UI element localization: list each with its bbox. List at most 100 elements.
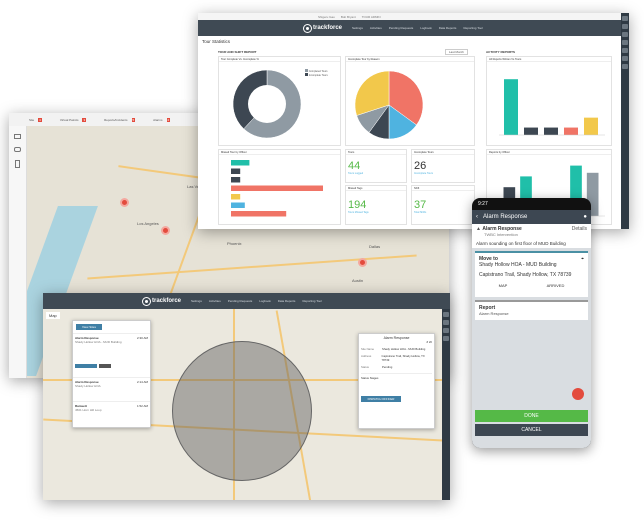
missed-tour-panel: Missed Tour by Officer: [218, 149, 341, 225]
bar: [586, 172, 599, 216]
dispatch-window: trackforce Settings Activities Pending Req…: [43, 293, 450, 500]
nav-logbook[interactable]: Logbook: [420, 26, 432, 30]
close-button[interactable]: [99, 364, 111, 368]
reports-bar-chart: [499, 79, 605, 136]
mic-icon[interactable]: ●: [583, 214, 587, 220]
trackforce-logo: trackforce: [143, 297, 181, 305]
dispatch-officer-button[interactable]: DISPATCH OFFICER: [361, 396, 401, 402]
nav-data-reports[interactable]: Data Reports: [438, 26, 457, 30]
tab-reports[interactable]: Reports/Incidents: [104, 117, 128, 122]
bar: [231, 185, 323, 191]
kpi-label[interactable]: Tours Logged: [348, 172, 364, 175]
legend-incomplete: Incomplete Tours: [305, 73, 328, 77]
dashboard-header: Shigeru Gao Bob Bryant TOUR ADMIN: [198, 13, 629, 20]
trackforce-logo: trackforce: [304, 24, 342, 32]
report-card[interactable]: Report Alarm Response: [475, 300, 588, 320]
donut-panel: Tour Complete Vs. Incomplete % Completed…: [218, 56, 341, 146]
nav-pending[interactable]: Pending Requests: [227, 299, 253, 303]
kpi-value: 194: [348, 199, 367, 211]
nav-reporting-tool[interactable]: Reporting Tool: [463, 26, 483, 30]
nav-settings[interactable]: Settings: [352, 26, 363, 30]
section-right-title: ACTIVITY REPORTS: [486, 50, 515, 54]
bar: [524, 127, 538, 135]
details-link[interactable]: Details: [571, 226, 587, 232]
alarm-marker[interactable]: [358, 258, 367, 267]
list-item[interactable]: Ramsett 1:52 AM 4501 Horn Hill Loop: [73, 401, 150, 414]
role-label: TOUR ADMIN: [361, 14, 381, 19]
kpi-value: 37: [414, 199, 427, 211]
nav-settings[interactable]: Settings: [191, 299, 202, 303]
map-sidebar: [9, 126, 27, 378]
nav-pending[interactable]: Pending Requests: [388, 26, 414, 30]
list-item[interactable]: Alarm Response 2:30 AM Shady Hollow HOA -…: [73, 333, 150, 377]
move-to-card: Move to ⌖ Shady Hollow HOA - MUD Building…: [475, 251, 588, 297]
kpi-label[interactable]: Tours Missed Tags: [348, 211, 369, 214]
page-title: Tour Statistics: [202, 39, 231, 44]
status-stages-title: Status Stages: [361, 373, 432, 380]
tours-panel: Tours 44 Tours Logged: [345, 149, 407, 183]
kpi-value: 26: [414, 160, 427, 172]
pie-slice: [354, 70, 390, 116]
kpi-label[interactable]: Incomplete Tours: [414, 172, 433, 175]
mobile-header: ‹ Alarm Response ●: [472, 210, 591, 224]
tab-virtual-patrols[interactable]: Virtual Patrols: [59, 117, 79, 122]
alarm-marker[interactable]: [120, 198, 129, 207]
cancel-button[interactable]: CANCEL: [475, 424, 588, 436]
panel-title: Tour Complete Vs. Incomplete %: [219, 57, 340, 62]
view-sites-button[interactable]: View Sites: [76, 324, 102, 330]
city-label: Los Angeles: [137, 221, 159, 226]
bar: [504, 79, 518, 135]
alarm-marker[interactable]: [161, 226, 170, 235]
user-name: Bob Bryant: [340, 14, 356, 19]
tab-alarms[interactable]: Alarms: [153, 117, 163, 122]
nav-activities[interactable]: Activities: [208, 299, 221, 303]
legend-completed: Completed Tours: [305, 69, 328, 73]
badge: 4: [38, 117, 42, 122]
location-pin-icon: ⌖: [581, 256, 584, 262]
city-label: Austin: [352, 278, 364, 283]
map-button[interactable]: MAP: [498, 283, 508, 288]
kpi-value: 44: [348, 160, 361, 172]
section-left-title: TOUR AND SHIFT REPORT: [218, 50, 257, 54]
bar: [584, 117, 598, 135]
incident-list: View Sites Alarm Response 2:30 AM Shady H…: [72, 320, 151, 428]
dispatch-button[interactable]: [75, 364, 97, 368]
kpi-label[interactable]: Total Shifts: [414, 211, 427, 214]
detail-row: Address Capistrano Trail, Shady Hollow, T…: [361, 354, 425, 362]
nav-activities[interactable]: Activities: [369, 26, 382, 30]
nav-logbook[interactable]: Logbook: [259, 299, 271, 303]
tab-site[interactable]: Site: [29, 117, 35, 122]
pie-chart: [354, 70, 424, 140]
alarm-description: Alarm sounding on first floor of MUD Bui…: [476, 241, 566, 246]
shift-panel: Shift 37 Total Shifts: [411, 185, 475, 225]
tab-map[interactable]: Map: [46, 312, 60, 319]
badge: 3: [82, 117, 87, 122]
main-nav: Settings Activities Pending Requests Logboo…: [352, 26, 483, 30]
status-bar: 9:27: [478, 201, 488, 207]
nav-data-reports[interactable]: Data Reports: [277, 299, 296, 303]
list-item[interactable]: Alarm Response 2:14 AM Shady Hollow HOA: [73, 377, 150, 401]
device-icon[interactable]: [15, 160, 20, 168]
panic-button[interactable]: [572, 388, 584, 400]
badge: 5: [131, 117, 136, 122]
missed-tags-panel: Missed Tags 194 Tours Missed Tags: [345, 185, 407, 225]
city-label: Las Vegas: [187, 184, 206, 189]
filter-select[interactable]: Last Month: [445, 49, 468, 55]
incomplete-panel: Incomplete Tours 26 Incomplete Tours: [411, 149, 475, 183]
bar: [231, 160, 250, 166]
detail-row: Status Pending: [361, 365, 393, 369]
detail-title: Alarm Response: [383, 336, 410, 340]
bar: [544, 127, 558, 135]
back-icon[interactable]: ‹: [476, 214, 478, 220]
mobile-body: ▲ Alarm Response Details TWBC Interventio…: [472, 224, 591, 448]
user-name: Shigeru Gao: [318, 14, 335, 19]
done-button[interactable]: DONE: [475, 410, 588, 422]
chat-icon[interactable]: [14, 147, 21, 152]
panel-title: Missed Tags: [346, 186, 406, 191]
bar: [520, 176, 532, 216]
dashboard-window: Shigeru Gao Bob Bryant TOUR ADMIN trackfor…: [198, 13, 629, 229]
layers-icon[interactable]: [14, 134, 21, 139]
mobile-title: Alarm Response: [483, 214, 528, 220]
arrived-button[interactable]: ARRIVED: [546, 283, 565, 288]
nav-reporting-tool[interactable]: Reporting Tool: [302, 299, 322, 303]
